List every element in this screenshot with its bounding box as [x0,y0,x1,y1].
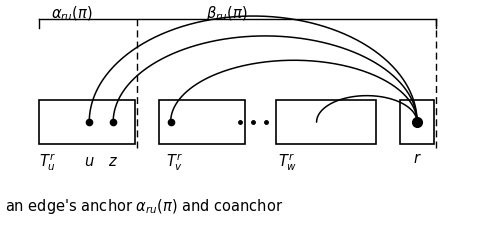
Bar [39,101,135,145]
Bar [400,101,434,145]
Text: $z$: $z$ [108,153,118,168]
Bar [276,101,376,145]
Text: $T^r_u$: $T^r_u$ [39,150,56,172]
Text: $r$: $r$ [413,150,421,165]
Text: $T^r_w$: $T^r_w$ [278,150,298,172]
Bar [158,101,245,145]
Text: $T^r_v$: $T^r_v$ [166,150,183,172]
Text: an edge's anchor $\alpha_{ru}(\pi)$ and coanchor: an edge's anchor $\alpha_{ru}(\pi)$ and … [5,196,284,215]
Text: $u$: $u$ [84,153,95,168]
Text: $\beta_{ru}(\pi)$: $\beta_{ru}(\pi)$ [206,3,248,22]
Text: $\alpha_{ru}(\pi)$: $\alpha_{ru}(\pi)$ [51,4,93,22]
